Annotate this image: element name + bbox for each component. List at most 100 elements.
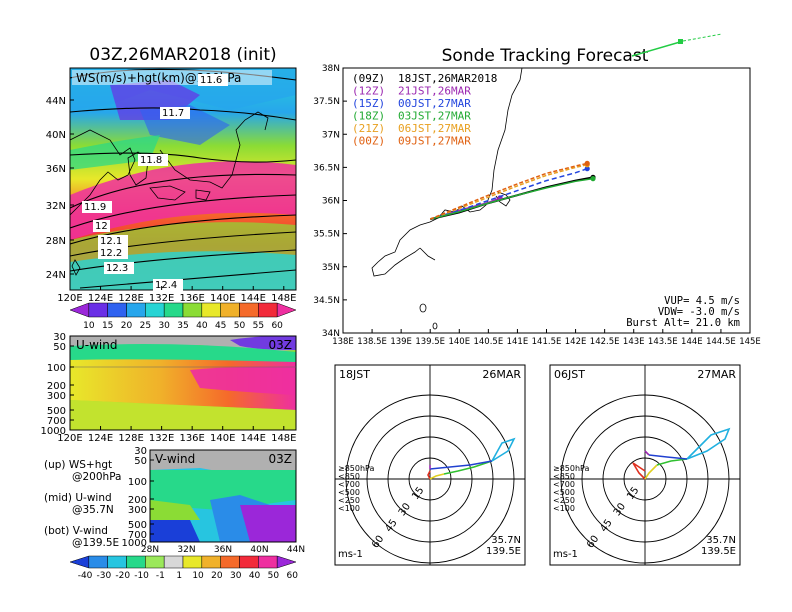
- wind-colorbar-label: -10: [134, 571, 149, 581]
- ws-colorbar-cell: [220, 302, 240, 318]
- ws-colorbar-label: 50: [234, 321, 246, 331]
- track-lon-ticks: 138E 138.5E 139E 139.5E 140E 140.5E 141E 141.5E…: [332, 329, 761, 347]
- lat-tick-label: 28N: [46, 236, 66, 247]
- ws-colorbar-cell: [201, 302, 221, 318]
- hodograph-trace: [429, 460, 493, 470]
- hgt-labels: 11.6 11.7 11.8 11.9 12 12.112.2 12.3 12.4: [82, 74, 228, 291]
- hodograph-time: 18JST: [339, 368, 370, 381]
- track-legend-jst: 00JST,27MAR: [398, 97, 471, 110]
- u-wind-time: 03Z: [269, 338, 293, 352]
- wind-colorbar-label: 30: [230, 571, 242, 581]
- u-lon-label: 132E: [149, 433, 174, 444]
- u-lon-label: 124E: [88, 433, 113, 444]
- ws-colorbar-label: 10: [83, 321, 95, 331]
- u-pressure-label: 100: [47, 363, 66, 374]
- hodograph-trace: [644, 450, 650, 456]
- wind-colorbar-cell: [258, 555, 278, 569]
- wind-colorbar-label: 50: [268, 571, 280, 581]
- panel-legend: (up) WS+hgt@200hPa (mid) U-wind@35.7N (bot…: [44, 459, 122, 549]
- ws-colorbar-cell: [69, 302, 90, 318]
- v-pressure-label: 200: [128, 495, 147, 506]
- level-legend-item: <500: [338, 488, 360, 497]
- track-legend-utc: (00Z): [352, 135, 385, 148]
- wind-colorbar-cell: [88, 555, 108, 569]
- ws-colorbar-label: 40: [196, 321, 208, 331]
- wind-colorbar-label: -30: [97, 571, 112, 581]
- track-lat-label: 36.5N: [313, 163, 340, 173]
- hgt-label: 11.9: [84, 202, 106, 213]
- track-lat-ticks: 38N 37.5N 37N 36.5N 36N 35.5N 35N 34.5N 34N: [313, 64, 347, 339]
- wind-colorbar-label: 60: [287, 571, 299, 581]
- u-pressure-label: 700: [47, 416, 66, 427]
- track-end-point: [584, 160, 590, 166]
- legend-line-b: @200hPa: [72, 471, 122, 483]
- v-pressure-label: 50: [134, 456, 147, 467]
- hodograph-trace: [686, 427, 731, 460]
- legend-line-b: @35.7N: [72, 504, 114, 516]
- track-lon-label: 142E: [565, 337, 587, 347]
- u-wind-label: U-wind: [76, 338, 117, 352]
- v-lat-label: 32N: [177, 545, 195, 555]
- lat-tick-label: 40N: [46, 130, 66, 141]
- lon-tick-label: 120E: [57, 293, 82, 304]
- u-pressure-label: 1000: [41, 426, 66, 437]
- hgt-label-bg: [153, 279, 183, 291]
- wind-colorbar-label: -40: [78, 571, 93, 581]
- u-lon-label: 120E: [57, 433, 82, 444]
- wind-colorbar-label: 1: [176, 571, 182, 581]
- hodograph-date: 27MAR: [697, 368, 736, 381]
- hgt-label: 11.8: [140, 155, 162, 166]
- ws-colorbar-label: 55: [253, 321, 264, 331]
- ws-colorbar-cell: [126, 302, 146, 318]
- track-lon-label: 142.5E: [590, 337, 620, 347]
- track-lat-label: 37.5N: [313, 97, 340, 107]
- legend-line-a: (mid) U-wind: [44, 492, 112, 504]
- ws-colorbar-cell: [107, 302, 127, 318]
- v-wind-lat-ticks: 28N 32N 36N 40N 44N: [141, 545, 305, 555]
- track-lat-label: 34N: [322, 329, 340, 339]
- track-line: [430, 177, 594, 220]
- lon-tick-label: 136E: [179, 293, 204, 304]
- track-lon-label: 143E: [623, 337, 645, 347]
- track-legend-jst: 21JST,26MAR: [398, 85, 471, 98]
- track-lon-label: 141.5E: [532, 337, 562, 347]
- track-lon-label: 143.5E: [648, 337, 678, 347]
- u-lon-label: 140E: [210, 433, 235, 444]
- track-lon-label: 144E: [681, 337, 703, 347]
- u-lon-label: 128E: [118, 433, 143, 444]
- track-map-frame: [342, 67, 751, 334]
- wind-colorbar-cell: [126, 555, 146, 569]
- u-lon-label: 136E: [179, 433, 204, 444]
- track-lat-label: 38N: [322, 64, 340, 74]
- sonde-balloon-icon: [631, 33, 723, 57]
- wind-colorbar-label: -1: [156, 571, 165, 581]
- v-pressure-label: 1000: [122, 538, 147, 549]
- ws-colorbar-label: 15: [102, 321, 113, 331]
- ws-colorbar-label: 30: [158, 321, 170, 331]
- v-wind-label: V-wind: [155, 452, 195, 466]
- left-title: 03Z,26MAR2018 (init): [89, 45, 276, 65]
- hodograph-trace: [491, 437, 516, 462]
- ws-colorbar-label: 35: [177, 321, 188, 331]
- wind-colorbar-cell: [163, 555, 184, 569]
- v-lat-label: 40N: [250, 545, 268, 555]
- level-legend-item: <850: [338, 472, 360, 481]
- hgt-label-bg: [93, 220, 110, 232]
- lon-tick-label: 128E: [118, 293, 143, 304]
- hodograph-trace: [632, 462, 646, 480]
- vdw-readout: VDW= -3.0 m/s: [658, 306, 740, 318]
- track-end-point: [590, 176, 596, 182]
- lat-tick-label: 32N: [46, 201, 66, 212]
- ws-colorbar-cell: [276, 302, 297, 318]
- level-legend-item: <700: [338, 480, 360, 489]
- track-lon-label: 140E: [448, 337, 470, 347]
- hodograph-trace: [656, 458, 688, 466]
- v-wind-field: [150, 450, 296, 542]
- v-pressure-label: 100: [128, 477, 147, 488]
- legend-line-a: (up) WS+hgt: [44, 459, 112, 471]
- hodograph-lon: 139.5E: [486, 546, 521, 557]
- hodograph-lat: 35.7N: [706, 535, 736, 546]
